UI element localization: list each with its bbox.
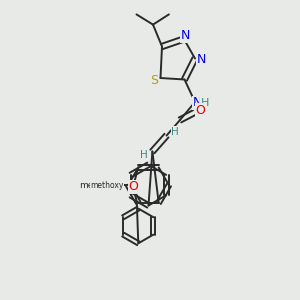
Text: H: H [200,98,209,108]
Text: O: O [128,180,138,194]
Text: H: H [171,127,179,137]
Text: O: O [196,103,205,117]
Text: S: S [150,74,158,88]
Text: methoxy: methoxy [79,181,118,190]
Text: N: N [193,96,202,110]
Text: O: O [105,178,115,192]
Text: N: N [181,29,190,42]
Text: methoxy: methoxy [90,182,124,190]
Text: N: N [196,52,206,66]
Text: H: H [140,149,148,160]
